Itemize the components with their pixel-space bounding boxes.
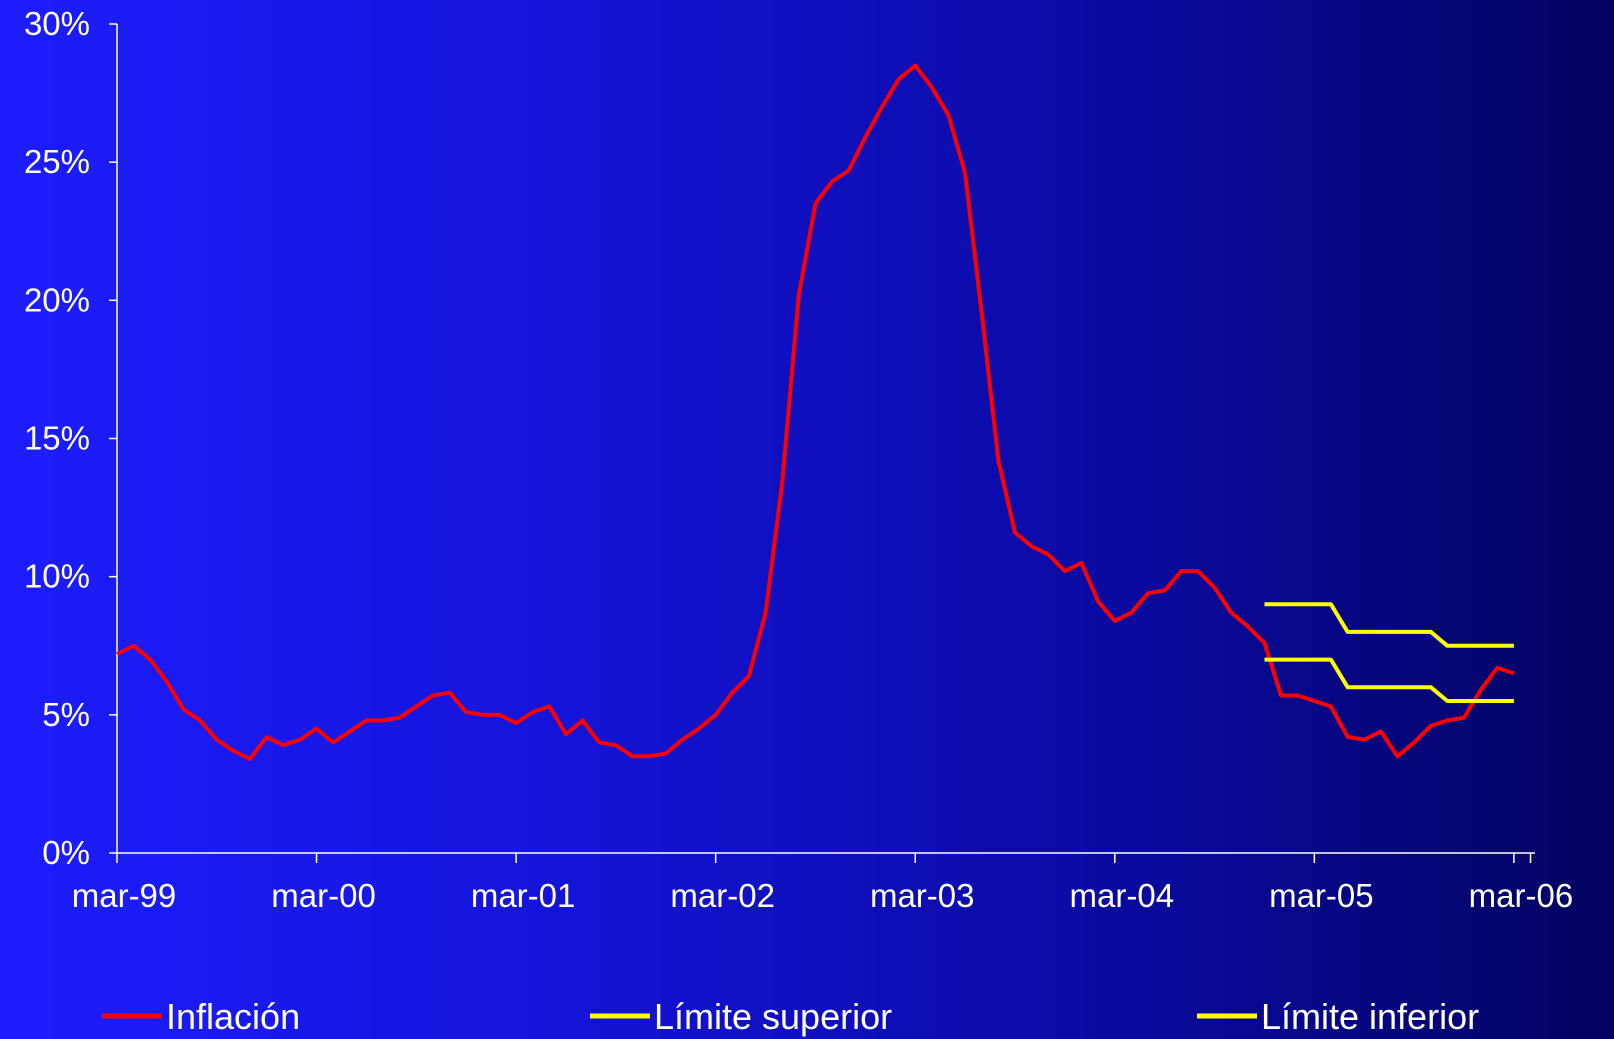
y-tick-label: 30% [24,5,90,42]
legend-label-inflacion: Inflación [166,996,300,1037]
y-tick-label: 25% [24,143,90,180]
series-line-limite-inferior [1264,657,1514,703]
series-lines [116,63,1515,761]
chart-legend: Inflación Límite superior Límite inferior [102,996,1479,1037]
x-tick-label: mar-99 [72,877,177,914]
x-tick-label: mar-02 [670,877,775,914]
y-tick-label: 0% [42,834,90,871]
x-tick-label: mar-04 [1070,877,1175,914]
y-axis-tick-labels: 0% 5% 10% 15% 20% 25% 30% [24,5,90,871]
y-tick-label: 10% [24,558,90,595]
series-line-limite-superior [1264,602,1514,648]
x-tick-label: mar-06 [1469,877,1574,914]
x-tick-label: mar-00 [271,877,376,914]
x-tick-label: mar-01 [471,877,576,914]
series-line-inflacion [116,63,1515,761]
x-tick-label: mar-05 [1269,877,1374,914]
legend-label-limite-inferior: Límite inferior [1261,996,1479,1037]
y-tick-label: 5% [42,696,90,733]
x-tick-label: mar-03 [870,877,975,914]
y-tick-label: 20% [24,281,90,318]
chart-axes [109,23,1535,863]
x-axis-tick-labels: mar-99 mar-00 mar-01 mar-02 mar-03 mar-04 mar-… [72,877,1573,914]
y-tick-label: 15% [24,420,90,457]
legend-label-limite-superior: Límite superior [654,996,892,1037]
